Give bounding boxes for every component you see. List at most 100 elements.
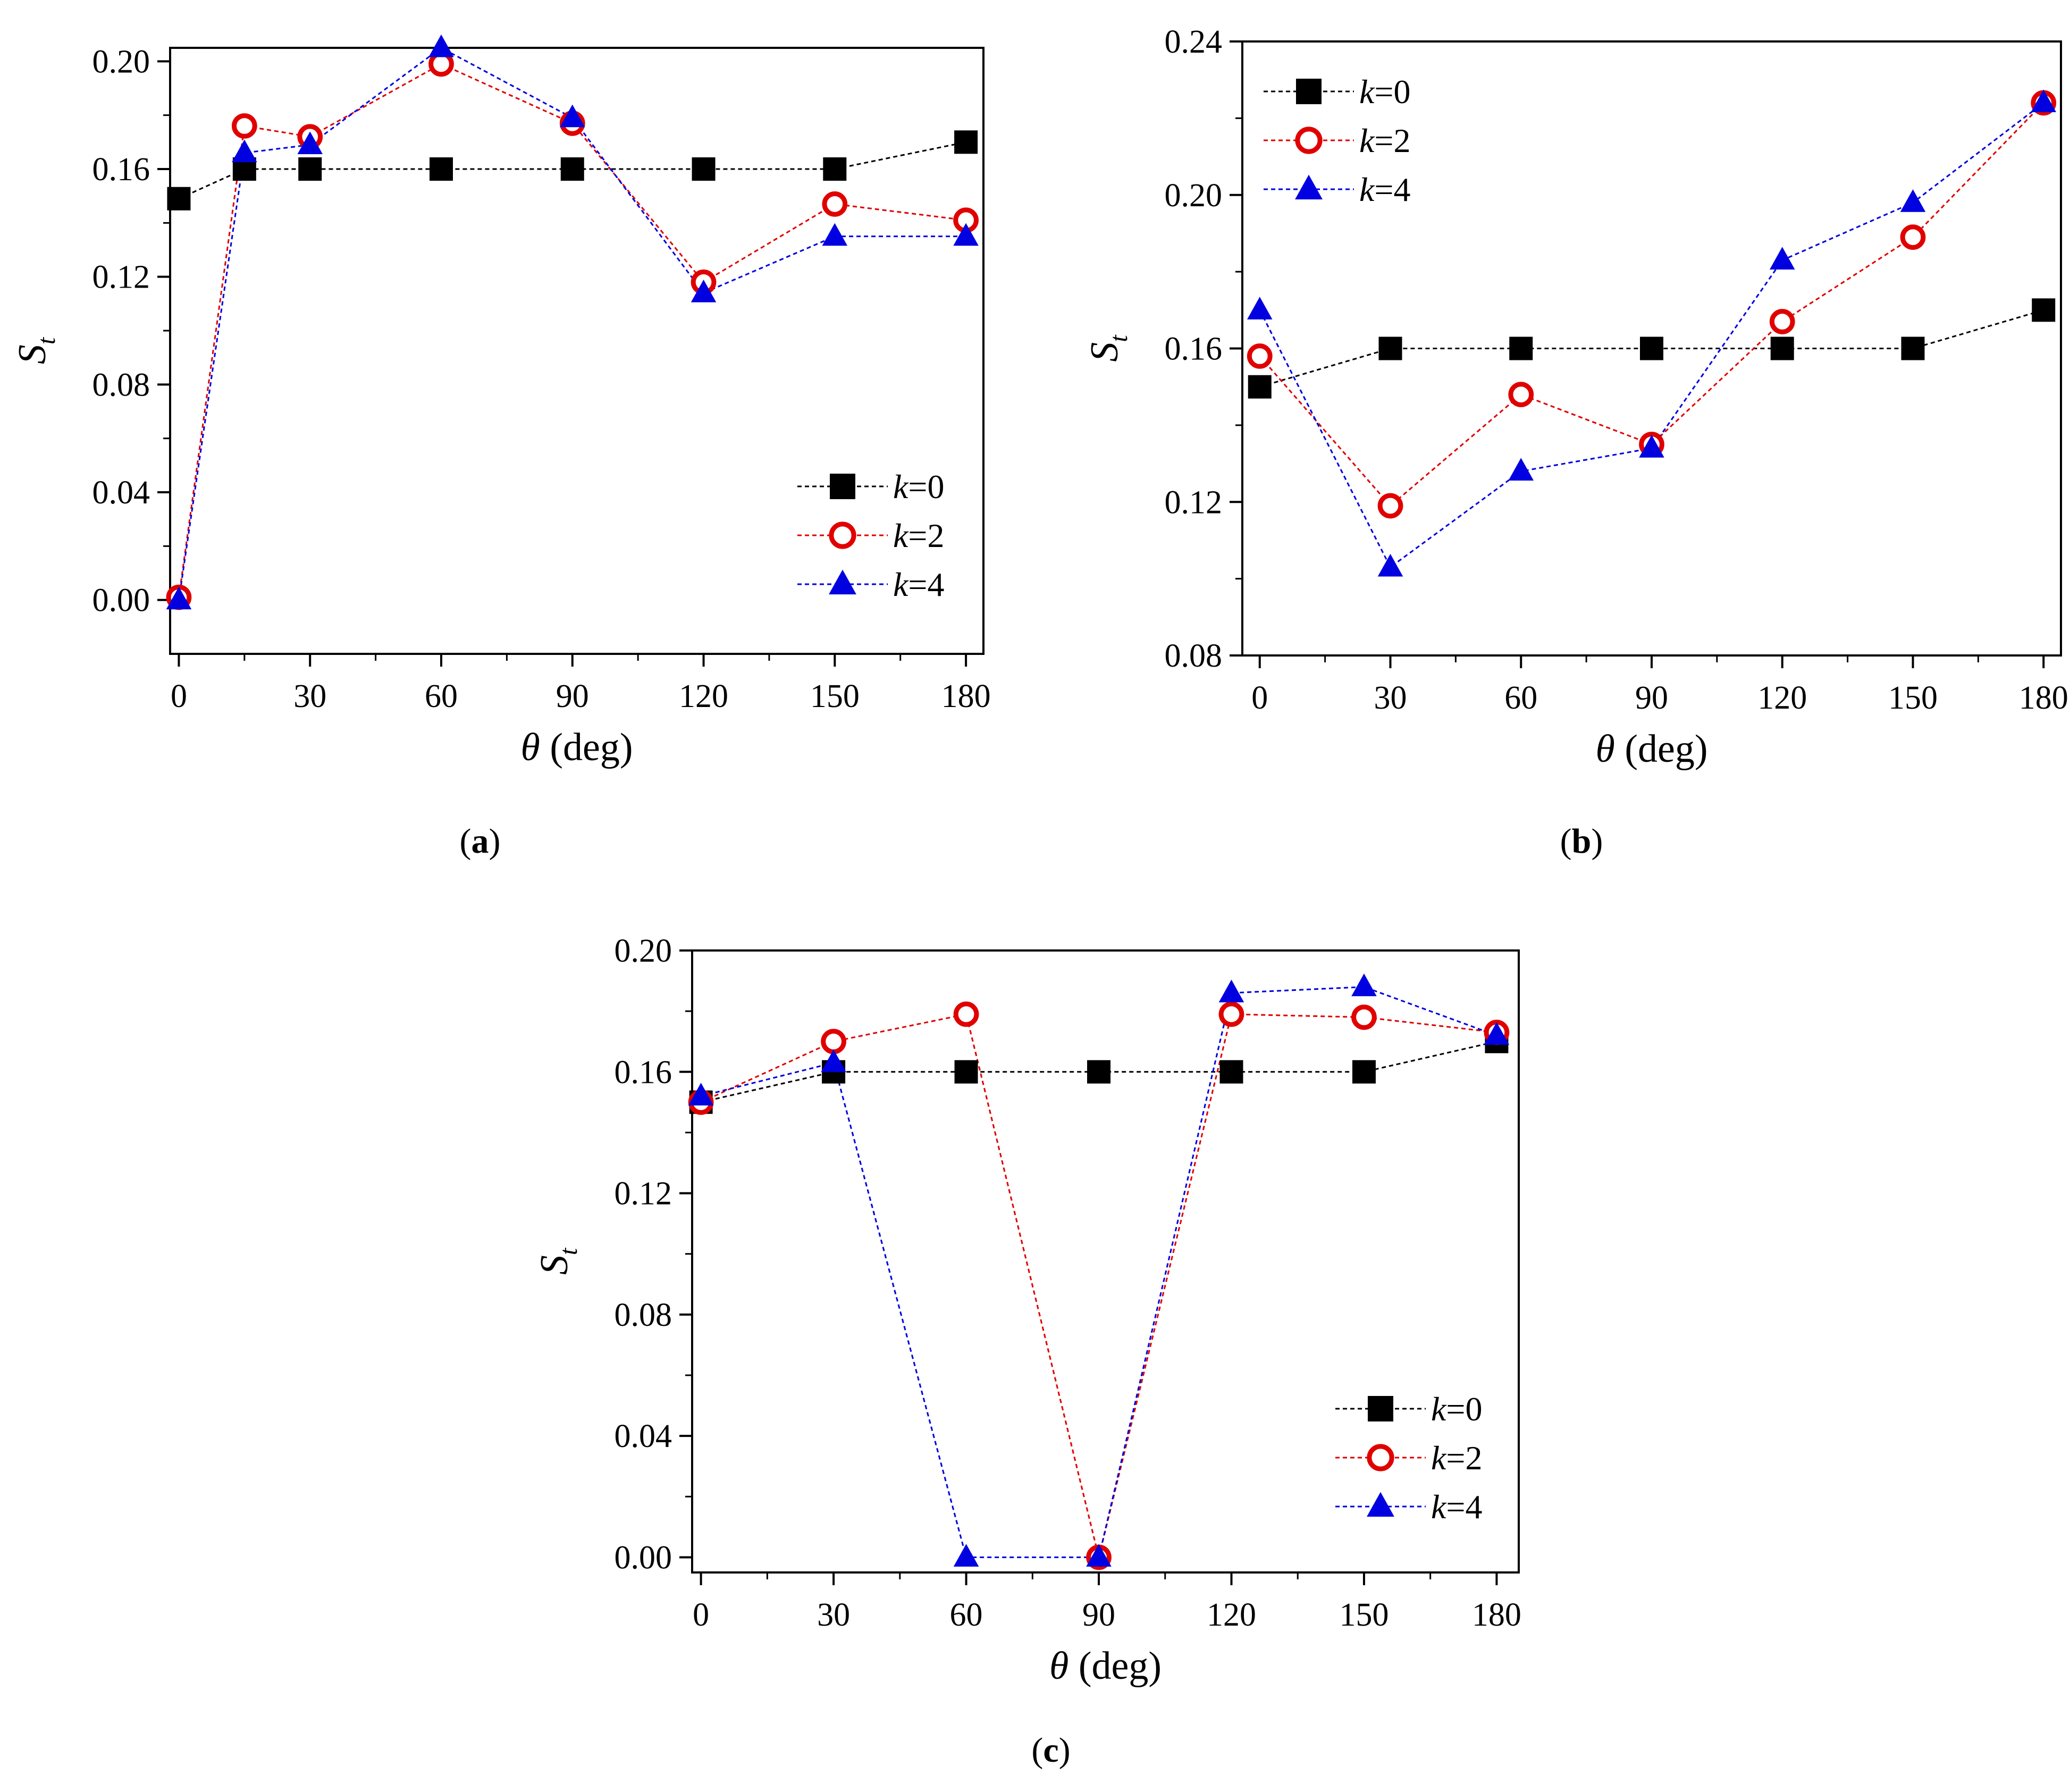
chart-b-legend: k=0k=2k=4 [1264, 73, 1411, 208]
chart-a-ylabel-sub: t [32, 336, 61, 344]
chart-b-ytick-label: 0.12 [1165, 484, 1223, 520]
caption-a: (a) [459, 822, 501, 861]
chart-a-legend-marker-1 [829, 521, 856, 549]
chart-a-legend-marker-2 [829, 569, 856, 595]
chart-c-ytick-label: 0.04 [615, 1418, 672, 1454]
chart-c-xtick-label: 0 [693, 1597, 709, 1633]
chart-a-series-2-point [428, 34, 454, 57]
chart-a-legend-entry-0: k=0 [893, 468, 945, 506]
chart-c-xtick-label: 120 [1207, 1597, 1256, 1633]
chart-b-ytick-label: 0.20 [1165, 178, 1223, 214]
chart-b-series-0-point [1640, 336, 1663, 360]
chart-c-ytick-label: 0.16 [615, 1054, 672, 1090]
chart-b-series-0-point [1509, 336, 1533, 360]
chart-c-series-1-points [688, 1001, 1510, 1570]
chart-a-legend-value-0: =0 [908, 468, 944, 506]
chart-a-series-0-point [954, 130, 978, 154]
chart-b-series-2-point [2031, 89, 2056, 113]
caption-c-letter: c [1043, 1731, 1059, 1770]
chart-a-legend-entry-1: k=2 [893, 517, 945, 554]
chart-c-ytick-label: 0.00 [615, 1539, 672, 1576]
chart-c-series-0-points [689, 1030, 1509, 1114]
chart-c-legend-entry-0: k=0 [1431, 1390, 1483, 1428]
chart-b-xtick-label: 120 [1757, 680, 1807, 716]
chart-a-series-2 [178, 47, 966, 600]
chart-b-xlabel-symbol: θ [1596, 727, 1615, 771]
chart-b-ylabel: St [1083, 334, 1133, 362]
chart-a-series-2-point [560, 104, 585, 128]
caption-b-letter: b [1571, 822, 1592, 861]
chart-c-xlabel-symbol: θ [1049, 1644, 1068, 1688]
chart-c-ylabel-main: S [533, 1255, 576, 1275]
chart-c-series-2-point [953, 1544, 979, 1567]
chart-panel-b: 0 30 60 90 120 150 180 0.08 0.12 0.16 0.20 0.24 θ (d… [1035, 0, 2070, 893]
chart-a-legend-k-0: k [893, 468, 909, 506]
chart-c-xtick-label: 30 [817, 1597, 850, 1633]
chart-a-legend-marker-0 [830, 474, 855, 499]
chart-a-legend: k=0k=2k=4 [797, 468, 945, 603]
chart-b-xlabel: θ (deg) [1596, 727, 1708, 771]
chart-a-series-1 [178, 63, 966, 598]
chart-b-series-1-point [1769, 309, 1795, 334]
chart-a-xlabel-unit: (deg) [540, 726, 633, 769]
chart-b-legend-value-0: =0 [1374, 73, 1410, 111]
chart-b-series-2-point [1508, 458, 1534, 481]
chart-b-series-2-points [1247, 89, 2056, 577]
chart-b-legend-entry-1: k=2 [1359, 122, 1411, 159]
chart-c-legend-marker-0 [1368, 1396, 1393, 1421]
chart-a-legend-value-2: =4 [908, 566, 944, 603]
chart-a-xtick-label: 90 [556, 678, 589, 714]
chart-c-series-1-point [1218, 1001, 1244, 1027]
chart-c-series-0-point [1087, 1060, 1111, 1084]
chart-c-series-2-point [688, 1082, 714, 1106]
chart-c-xtick-label: 90 [1082, 1597, 1115, 1633]
chart-b-xtick-label: 60 [1504, 680, 1537, 716]
caption-a-letter: a [471, 822, 489, 861]
chart-b-series-0-point [1901, 336, 1925, 360]
chart-a-series-2-point [822, 223, 848, 246]
chart-b-series-1-point [1377, 493, 1403, 519]
chart-b-legend-k-0: k [1359, 73, 1375, 111]
chart-c-series-0-point [954, 1060, 978, 1084]
chart-b-series-2-point [1377, 553, 1403, 577]
chart-a-xtick-label: 60 [425, 678, 458, 714]
chart-b-series-2-point [1639, 435, 1664, 458]
chart-b-legend-marker-0 [1296, 79, 1322, 104]
chart-b-ytick-label: 0.24 [1165, 24, 1223, 60]
chart-a-series-0-point [560, 157, 584, 181]
chart-b-xtick-label: 150 [1888, 680, 1938, 716]
chart-c-legend: k=0k=2k=4 [1335, 1390, 1483, 1526]
chart-a-xtick-label: 180 [941, 678, 991, 714]
chart-a-series-0-points [167, 130, 978, 211]
chart-b-ytick-label: 0.16 [1165, 331, 1223, 367]
chart-c-series-1-line [701, 1013, 1497, 1558]
chart-b-xtick-label: 0 [1251, 680, 1268, 716]
chart-b-xtick-label: 90 [1635, 680, 1668, 716]
chart-c-series-0-point [1219, 1060, 1243, 1084]
chart-b-series-1-point [1247, 343, 1273, 369]
chart-a-ytick-label: 0.12 [92, 259, 150, 296]
chart-a-series-1-point [231, 113, 257, 139]
chart-b-series-1-point [1900, 224, 1926, 250]
chart-c-legend-k-0: k [1431, 1390, 1447, 1428]
chart-b-legend-entry-0: k=0 [1359, 73, 1411, 111]
chart-a-series-2-point [953, 223, 979, 246]
chart-a-legend-entry-2: k=4 [893, 566, 945, 603]
chart-a-series-1-line [178, 63, 966, 598]
chart-a-series-2-line [178, 47, 966, 600]
chart-c-ytick-label: 0.12 [615, 1176, 672, 1212]
chart-c-series-0-point [1352, 1060, 1376, 1084]
chart-c-series-1 [701, 1013, 1497, 1558]
chart-a-frame [169, 47, 984, 655]
chart-a-ytick-label: 0.00 [92, 583, 150, 619]
caption-c: (c) [1031, 1731, 1071, 1770]
chart-a-ytick-label: 0.16 [92, 152, 150, 188]
chart-c-xtick-label: 180 [1472, 1597, 1521, 1633]
chart-b-ylabel-main: S [1083, 342, 1126, 362]
chart-a-legend-k-2: k [893, 566, 909, 603]
chart-b-legend-k-1: k [1359, 122, 1375, 159]
chart-c-series-2-point [1351, 973, 1377, 997]
chart-b-series-0-point [1378, 336, 1402, 360]
chart-a-ylabel: St [11, 336, 61, 364]
chart-c-legend-k-1: k [1431, 1439, 1447, 1477]
